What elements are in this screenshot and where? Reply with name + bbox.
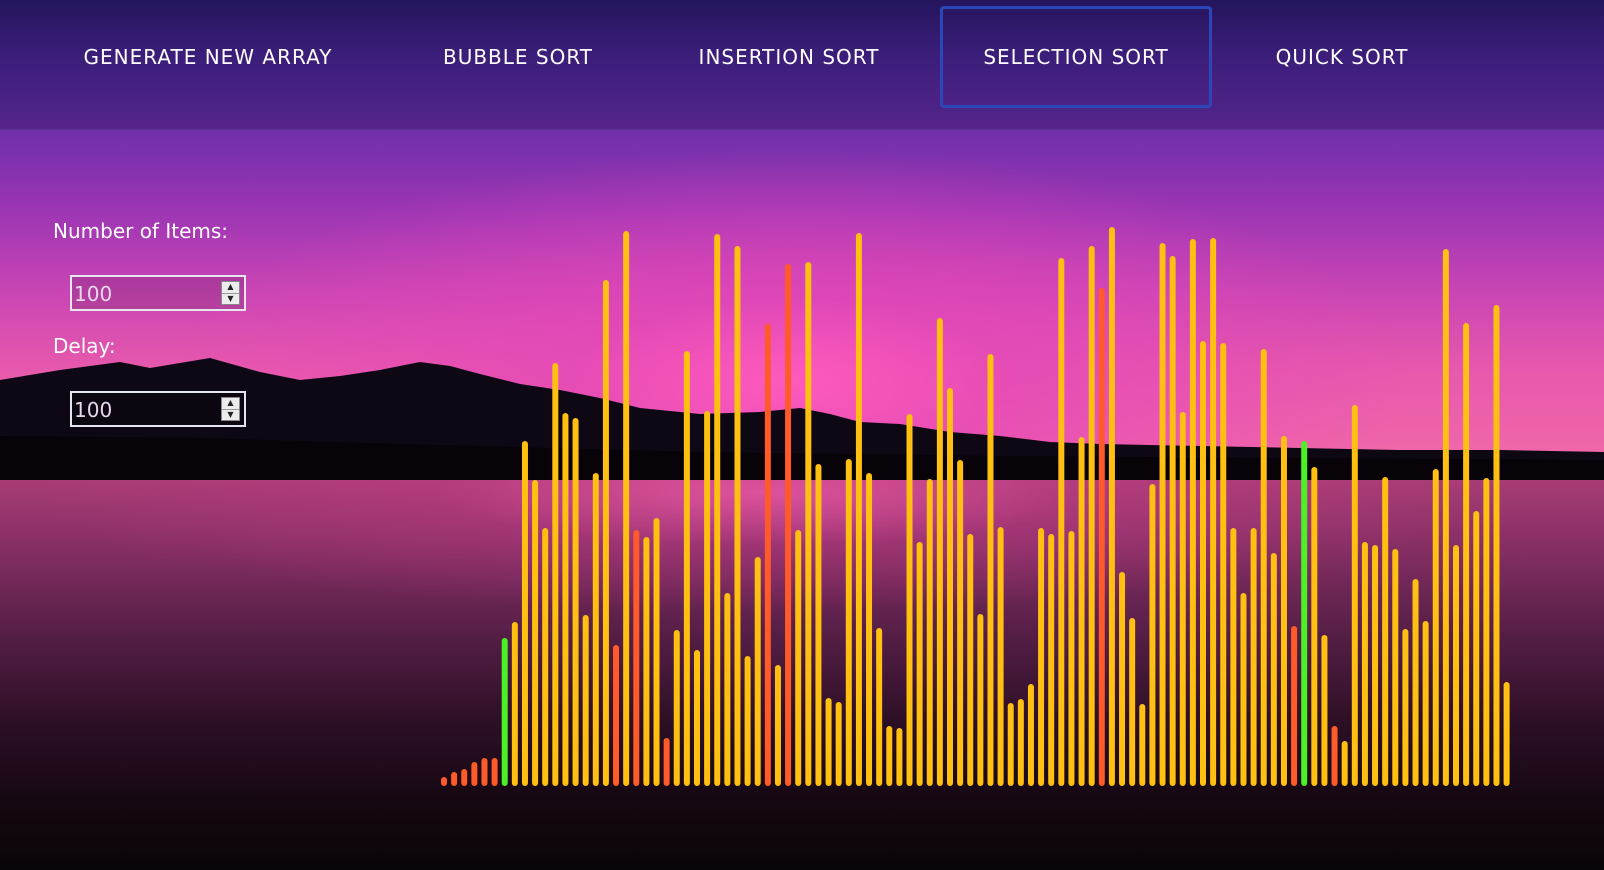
increment-arrow-icon[interactable]: ▲ — [227, 282, 234, 292]
bubble-sort-button[interactable]: BUBBLE SORT — [420, 6, 616, 108]
insertion-sort-button[interactable]: INSERTION SORT — [672, 6, 906, 108]
number-of-items-stepper[interactable]: ▲ ▼ — [221, 281, 240, 305]
number-of-items-input[interactable]: 100 ▲ ▼ — [70, 275, 246, 311]
generate-new-array-button[interactable]: GENERATE NEW ARRAY — [66, 6, 350, 108]
decrement-arrow-icon[interactable]: ▼ — [222, 408, 239, 421]
header-bar — [0, 0, 1604, 130]
number-of-items-value: 100 — [74, 282, 113, 306]
delay-stepper[interactable]: ▲ ▼ — [221, 397, 240, 421]
delay-label: Delay: — [53, 334, 116, 358]
quick-sort-button[interactable]: QUICK SORT — [1250, 6, 1434, 108]
decrement-arrow-icon[interactable]: ▼ — [222, 292, 239, 305]
number-of-items-label: Number of Items: — [53, 219, 229, 243]
delay-value: 100 — [74, 398, 113, 422]
delay-input[interactable]: 100 ▲ ▼ — [70, 391, 246, 427]
lake-water — [0, 462, 1604, 870]
selection-sort-button[interactable]: SELECTION SORT — [940, 6, 1212, 108]
increment-arrow-icon[interactable]: ▲ — [227, 398, 234, 408]
top-nav: GENERATE NEW ARRAY BUBBLE SORT INSERTION… — [0, 0, 1604, 130]
